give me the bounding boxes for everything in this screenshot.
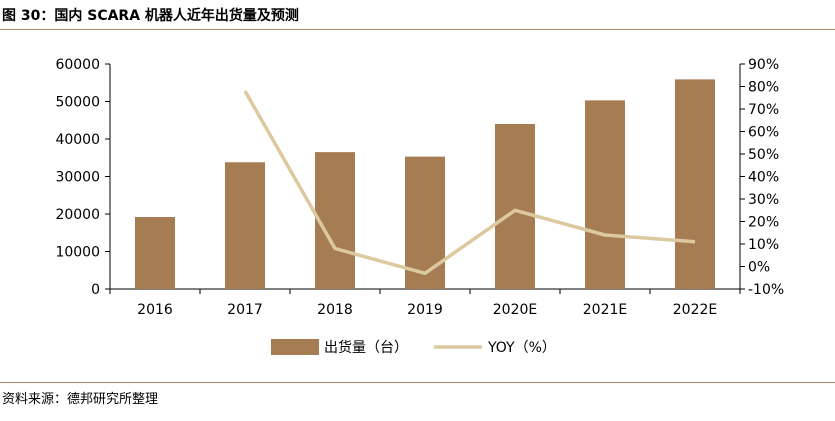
source-rule xyxy=(0,382,835,383)
right-tick-label: 50% xyxy=(748,147,779,163)
bar xyxy=(675,79,715,289)
yoy-line xyxy=(243,90,696,276)
x-tick-label: 2022E xyxy=(673,302,717,318)
legend-bar-label: 出货量（台） xyxy=(324,339,408,356)
bar xyxy=(225,162,265,289)
left-tick-label: 30000 xyxy=(55,170,100,186)
bar xyxy=(495,124,535,289)
right-tick-label: 20% xyxy=(748,215,779,231)
right-tick-label: 80% xyxy=(748,80,779,96)
x-tick-label: 2016 xyxy=(137,302,173,318)
bar xyxy=(585,100,625,289)
bar xyxy=(315,152,355,289)
right-tick-label: 70% xyxy=(748,102,779,118)
legend-line-label: YOY（%） xyxy=(487,340,556,356)
right-tick-label: 30% xyxy=(748,192,779,208)
title-rule xyxy=(0,29,835,30)
figure-title: 图 30：国内 SCARA 机器人近年出货量及预测 xyxy=(2,8,299,24)
x-tick-label: 2021E xyxy=(583,302,627,318)
right-tick-label: 60% xyxy=(748,125,779,141)
right-tick-label: 40% xyxy=(748,170,779,186)
right-tick-label: 90% xyxy=(748,57,779,73)
source-note: 资料来源：德邦研究所整理 xyxy=(2,392,159,407)
left-tick-label: 50000 xyxy=(55,95,100,111)
left-tick-label: 10000 xyxy=(55,245,100,261)
x-tick-label: 2017 xyxy=(227,302,263,318)
left-tick-label: 60000 xyxy=(55,57,100,73)
legend-bar-swatch xyxy=(271,339,319,355)
x-tick-label: 2020E xyxy=(493,302,537,318)
right-tick-label: -10% xyxy=(748,282,784,298)
left-tick-label: 0 xyxy=(91,282,100,298)
left-tick-label: 20000 xyxy=(55,207,100,223)
bar xyxy=(405,156,445,289)
bar xyxy=(135,217,175,289)
right-tick-label: 0% xyxy=(748,260,770,276)
right-tick-label: 10% xyxy=(748,237,779,253)
x-tick-label: 2018 xyxy=(317,302,353,318)
left-tick-label: 40000 xyxy=(55,132,100,148)
x-tick-label: 2019 xyxy=(407,302,443,318)
